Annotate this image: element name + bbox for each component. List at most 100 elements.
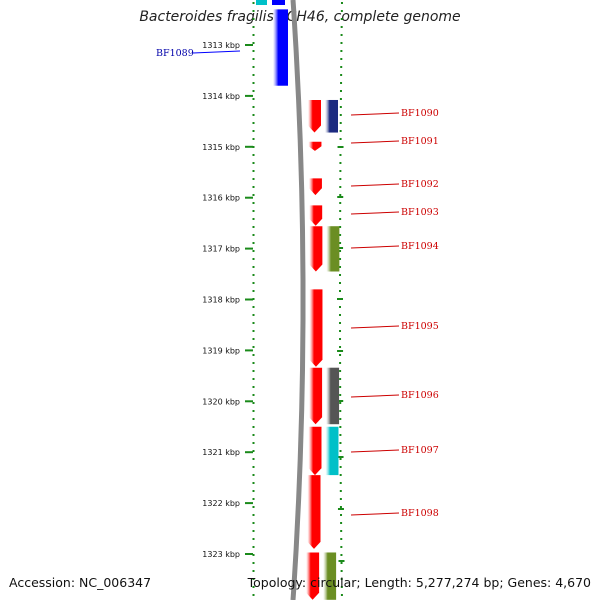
dotted-track-right (339, 250, 342, 252)
dotted-track-left (252, 370, 255, 372)
dotted-track-dash (337, 400, 344, 402)
dotted-track-left (252, 2, 255, 4)
dotted-track-left (252, 74, 255, 76)
partial-feature-top (256, 0, 267, 5)
dotted-track-left (252, 506, 255, 508)
dotted-track-right (339, 346, 342, 348)
dotted-track-left (252, 362, 255, 364)
dotted-track-dash (337, 456, 344, 458)
gene-BF1090 (307, 99, 321, 133)
dotted-track-right (339, 490, 342, 492)
dotted-track-left (252, 178, 255, 180)
axis-tick-label: 1317 kbp (202, 245, 240, 254)
dotted-track-left (252, 346, 255, 348)
dotted-track-right (339, 218, 342, 220)
dotted-track-right (339, 226, 342, 228)
dotted-track-left (252, 298, 255, 300)
gene-label: BF1096 (401, 390, 439, 401)
dotted-track-left (252, 530, 255, 532)
dotted-track-dash (337, 508, 344, 510)
gene-label: BF1089 (156, 48, 194, 59)
gene-BF1094 (309, 226, 323, 272)
dotted-track-right (340, 26, 343, 28)
dotted-track-left (252, 242, 255, 244)
dotted-tracks (252, 2, 345, 596)
dotted-track-right (339, 274, 342, 276)
dotted-track-left (252, 258, 255, 260)
dotted-track-left (252, 402, 255, 404)
axis-tick (245, 451, 253, 454)
dotted-track-right (340, 554, 343, 556)
dotted-track-left (252, 354, 255, 356)
dotted-track-left (252, 106, 255, 108)
dotted-track-left (252, 154, 255, 156)
dotted-track-left (252, 266, 255, 268)
dotted-track-dash (337, 298, 344, 300)
dotted-track-right (340, 34, 343, 36)
dotted-track-dash (338, 560, 345, 562)
dotted-track-right (340, 10, 343, 12)
dotted-track-right (339, 138, 342, 140)
dotted-track-left (252, 322, 255, 324)
dotted-track-right (339, 450, 342, 452)
dotted-track-left (252, 522, 255, 524)
gene-category-block (326, 226, 340, 272)
gene-BF1095 (309, 289, 323, 367)
dotted-track-right (340, 578, 343, 580)
dotted-track-left (252, 162, 255, 164)
gene-BF1093 (309, 205, 323, 226)
dotted-track-right (339, 378, 342, 380)
dotted-track-right (339, 386, 342, 388)
dotted-track-right (339, 178, 342, 180)
dotted-track-right (339, 418, 342, 420)
dotted-track-left (252, 594, 255, 596)
gene-label-leader (192, 50, 241, 54)
dotted-track-left (252, 138, 255, 140)
axis-tick-label: 1319 kbp (202, 346, 240, 355)
dotted-track-left (252, 458, 255, 460)
dotted-track-left (252, 210, 255, 212)
axis-tick-label: 1322 kbp (202, 499, 240, 508)
dotted-track-right (339, 162, 342, 164)
dotted-track-right (339, 290, 342, 292)
dotted-track-left (252, 218, 255, 220)
dotted-track-right (339, 194, 342, 196)
gene-BF1089 (273, 9, 288, 86)
dotted-track-right (339, 498, 342, 500)
dotted-track-left (252, 202, 255, 204)
gene-label: BF1090 (401, 108, 439, 119)
gene-category-block (324, 99, 338, 133)
dotted-track-right (340, 594, 343, 596)
dotted-track-left (252, 58, 255, 60)
gene-BF1097 (308, 426, 322, 476)
dotted-track-right (339, 210, 342, 212)
dotted-track-right (340, 586, 343, 588)
axis-tick-label: 1320 kbp (202, 397, 240, 406)
gene-category-block (323, 552, 337, 600)
dotted-track-left (252, 114, 255, 116)
axis-tick (245, 502, 253, 505)
dotted-track-left (252, 570, 255, 572)
dotted-track-right (339, 186, 342, 188)
gene-label-leader (350, 449, 400, 453)
dotted-track-left (252, 90, 255, 92)
axis-tick (245, 247, 253, 250)
dotted-track-left (252, 538, 255, 540)
dotted-track-right (340, 546, 343, 548)
axis-tick-label: 1314 kbp (202, 92, 240, 101)
dotted-track-right (339, 370, 342, 372)
dotted-track-right (340, 42, 343, 44)
dotted-track-dash (337, 196, 344, 198)
gene-label: BF1098 (401, 508, 439, 519)
dotted-track-left (252, 234, 255, 236)
gene-BF1091 (308, 141, 322, 151)
axis-tick (245, 400, 253, 403)
gene-label: BF1092 (401, 179, 439, 190)
axis-tick (245, 44, 253, 46)
axis-tick-label: 1321 kbp (202, 448, 240, 457)
dotted-track-left (252, 130, 255, 132)
dotted-track-right (339, 154, 342, 156)
dotted-track-left (252, 42, 255, 44)
dotted-track-left (252, 122, 255, 124)
dotted-track-left (252, 418, 255, 420)
